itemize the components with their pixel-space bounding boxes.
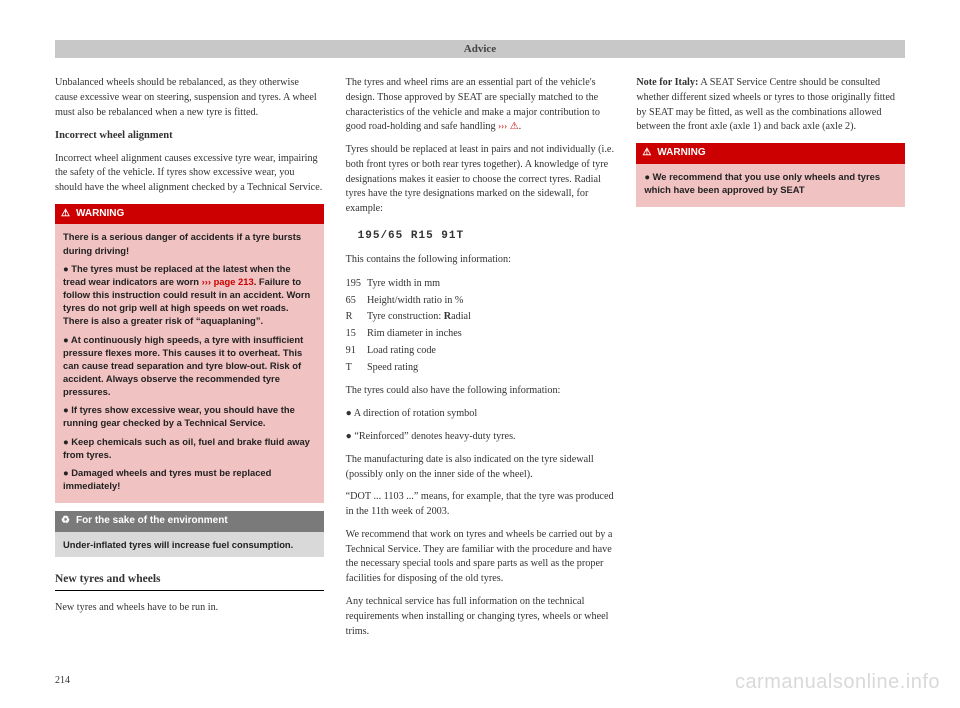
tyre-code-example: 195/65 R15 91T xyxy=(346,225,615,249)
tyre-definition-table: 195Tyre width in mm 65Height/width ratio… xyxy=(346,276,477,377)
table-row: 91Load rating code xyxy=(346,343,477,360)
subheading: Incorrect wheel alignment xyxy=(55,128,324,143)
list-item: ● “Reinforced” denotes heavy-duty tyres. xyxy=(346,430,615,445)
recycle-icon: ♻ xyxy=(61,514,70,529)
section-title: New tyres and wheels xyxy=(55,571,324,591)
warning-item: ● Keep chemicals such as oil, fuel and b… xyxy=(63,435,316,461)
body-text: “DOT ... 1103 ...” means, for example, t… xyxy=(346,490,615,520)
environment-header: ♻ For the sake of the environment xyxy=(55,511,324,532)
body-text: Unbalanced wheels should be rebalanced, … xyxy=(55,76,324,120)
warning-title: WARNING xyxy=(76,207,124,222)
warning-icon: ⚠ xyxy=(61,207,70,222)
warning-title: WARNING xyxy=(657,146,705,161)
body-text: The tyres could also have the following … xyxy=(346,384,615,399)
table-row: TSpeed rating xyxy=(346,360,477,377)
warning-header: ⚠ WARNING xyxy=(55,204,324,225)
warning-body: ● We recommend that you use only wheels … xyxy=(636,164,905,207)
warning-item: ● Damaged wheels and tyres must be repla… xyxy=(63,466,316,492)
warning-triangle-icon: ⚠ xyxy=(510,122,519,132)
body-text: Note for Italy: A SEAT Service Centre sh… xyxy=(636,76,905,135)
warning-item: There is a serious danger of accidents i… xyxy=(63,230,316,256)
table-row: 65Height/width ratio in % xyxy=(346,293,477,310)
body-text: This contains the following information: xyxy=(346,253,615,268)
body-text: We recommend that work on tyres and whee… xyxy=(346,528,615,587)
body-text: New tyres and wheels have to be run in. xyxy=(55,601,324,616)
link-marker[interactable]: ››› xyxy=(498,121,507,131)
warning-header: ⚠ WARNING xyxy=(636,143,905,164)
note-label: Note for Italy: xyxy=(636,77,698,88)
page-header: Advice xyxy=(55,40,905,58)
environment-body: Under-inflated tyres will increase fuel … xyxy=(55,532,324,557)
warning-item: ● The tyres must be replaced at the late… xyxy=(63,262,316,328)
list-item: ● A direction of rotation symbol xyxy=(346,407,615,422)
page-number: 214 xyxy=(55,675,70,686)
warning-item: ● We recommend that you use only wheels … xyxy=(644,170,897,196)
warning-item: ● At continuously high speeds, a tyre wi… xyxy=(63,333,316,399)
environment-box: ♻ For the sake of the environment Under-… xyxy=(55,511,324,557)
warning-body: There is a serious danger of accidents i… xyxy=(55,224,324,503)
body-text: Tyres should be replaced at least in pai… xyxy=(346,143,615,217)
warning-box: ⚠ WARNING There is a serious danger of a… xyxy=(55,204,324,503)
environment-title: For the sake of the environment xyxy=(76,514,228,529)
warning-icon: ⚠ xyxy=(642,146,651,161)
body-text: Any technical service has full informati… xyxy=(346,595,615,639)
warning-item: ● If tyres show excessive wear, you shou… xyxy=(63,403,316,429)
page-link[interactable]: ››› page 213 xyxy=(202,276,254,287)
table-row: 15Rim diameter in inches xyxy=(346,326,477,343)
table-row: RTyre construction: Radial xyxy=(346,309,477,326)
radial-cell: Tyre construction: Radial xyxy=(367,309,477,326)
manual-page: Advice Unbalanced wheels should be rebal… xyxy=(0,0,960,708)
body-text: The manufacturing date is also indicated… xyxy=(346,453,615,483)
body-text: Incorrect wheel alignment causes excessi… xyxy=(55,152,324,196)
table-row: 195Tyre width in mm xyxy=(346,276,477,293)
watermark: carmanualsonline.info xyxy=(735,671,940,694)
warning-box: ⚠ WARNING ● We recommend that you use on… xyxy=(636,143,905,207)
content-columns: Unbalanced wheels should be rebalanced, … xyxy=(55,76,905,651)
body-text: The tyres and wheel rims are an essentia… xyxy=(346,76,615,135)
